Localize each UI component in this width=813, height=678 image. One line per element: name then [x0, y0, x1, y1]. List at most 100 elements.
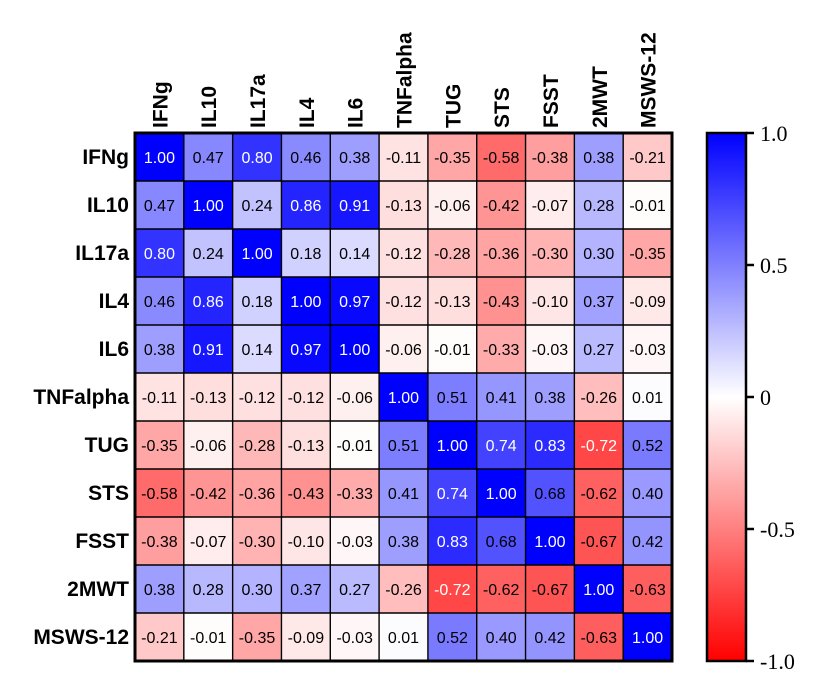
heatmap-cell	[183, 517, 233, 565]
heatmap-cell	[183, 133, 233, 181]
heatmap-cell	[281, 517, 331, 565]
heatmap-cell	[623, 133, 672, 181]
heatmap-cell	[623, 229, 672, 277]
cell-value-label: -0.13	[385, 198, 422, 215]
column-label: IFNg	[149, 81, 172, 128]
heatmap-cell	[476, 229, 526, 277]
heatmap-cell	[574, 517, 624, 565]
heatmap-cell	[379, 181, 428, 229]
heatmap-cell	[525, 517, 575, 565]
heatmap-cell	[525, 277, 575, 325]
cell-value-label: 1.00	[486, 486, 517, 503]
cell-value-label: -0.01	[336, 438, 373, 455]
cell-value-label: -0.35	[629, 246, 666, 263]
cell-value-label: 0.42	[632, 534, 663, 551]
cell-value-label: 0.52	[632, 438, 663, 455]
heatmap-cell	[574, 181, 624, 229]
cell-value-label: 0.38	[534, 390, 565, 407]
heatmap-cell	[525, 181, 575, 229]
heatmap-cell	[476, 565, 526, 613]
heatmap-cell	[232, 277, 282, 325]
colorbar-ticks: 1.0 0.5 0 -0.5 -1.0	[746, 121, 795, 674]
cell-value-label: -0.09	[629, 294, 666, 311]
heatmap-cell	[135, 181, 184, 229]
heatmap-cell	[183, 229, 233, 277]
heatmap-cell	[281, 469, 331, 517]
row-label: FSST	[75, 530, 129, 553]
cell-value-label: -0.28	[239, 438, 276, 455]
cell-value-label: 0.97	[339, 294, 370, 311]
heatmap-cell	[281, 613, 331, 661]
cell-value-label: 0.86	[290, 198, 321, 215]
heatmap-cell	[379, 133, 428, 181]
column-label: IL17a	[247, 74, 270, 128]
cell-value-label: -0.36	[239, 486, 276, 503]
cell-value-label: 0.51	[437, 390, 468, 407]
heatmap-gridlines	[135, 133, 672, 661]
cell-value-label: -0.11	[386, 150, 421, 167]
heatmap-cell	[183, 613, 233, 661]
heatmap-cell	[135, 469, 184, 517]
heatmap-cell	[525, 613, 575, 661]
heatmap-cell	[281, 229, 331, 277]
cell-value-label: 0.68	[534, 486, 565, 503]
cell-value-label: -0.30	[239, 534, 276, 551]
heatmap-cell	[427, 565, 477, 613]
heatmap-cell	[574, 469, 624, 517]
heatmap-cell	[525, 565, 575, 613]
heatmap-cell	[623, 421, 672, 469]
heatmap-cell	[427, 277, 477, 325]
cell-value-label: 0.47	[144, 198, 175, 215]
heatmap-cell	[281, 277, 331, 325]
heatmap-cell	[135, 229, 184, 277]
cell-value-label: 1.00	[437, 438, 468, 455]
row-label: STS	[88, 482, 129, 505]
heatmap-cell	[427, 325, 477, 373]
heatmap-cell	[476, 613, 526, 661]
colorbar-tick-label: 0	[760, 385, 771, 410]
cell-value-label: -0.11	[142, 390, 177, 407]
heatmap-cell	[623, 565, 672, 613]
cell-value-label: -0.58	[141, 486, 178, 503]
cell-value-label: -0.38	[141, 534, 178, 551]
cell-value-label: -0.07	[532, 198, 569, 215]
cell-value-label: 0.30	[583, 246, 614, 263]
heatmap-cell	[476, 517, 526, 565]
row-label: IL17a	[75, 242, 129, 265]
colorbar-tick-label: -1.0	[760, 649, 795, 674]
heatmap-cell	[379, 469, 428, 517]
cell-value-label: -0.30	[532, 246, 569, 263]
heatmap-cell	[427, 613, 477, 661]
cell-value-label: -0.63	[629, 582, 666, 599]
heatmap-cell	[183, 565, 233, 613]
heatmap-cell	[232, 373, 282, 421]
cell-value-label: -0.26	[385, 582, 422, 599]
row-label: 2MWT	[67, 578, 129, 601]
heatmap-cell	[135, 277, 184, 325]
heatmap-cell	[574, 133, 624, 181]
row-labels: IFNg IL10 IL17a IL4 IL6 TNFalpha TUG STS FSST 2MW…	[33, 146, 129, 649]
cell-value-label: -0.62	[581, 486, 618, 503]
cell-value-label: 0.40	[486, 630, 517, 647]
cell-value-label: -0.67	[581, 534, 618, 551]
cell-value-label: -0.58	[483, 150, 520, 167]
cell-value-label: 1.00	[193, 198, 224, 215]
heatmap-cell	[379, 229, 428, 277]
cell-value-label: -0.07	[190, 534, 227, 551]
row-label: TNFalpha	[33, 386, 129, 409]
cell-value-label: 0.74	[486, 438, 517, 455]
cell-value-label: -0.35	[141, 438, 178, 455]
cell-value-label: 0.91	[193, 342, 224, 359]
heatmap-cells: 1.00 0.47 0.80 0.46 0.38 -0.11 -0.35 -0.58 -0.38…	[135, 133, 672, 661]
cell-value-label: -0.06	[385, 342, 422, 359]
heatmap-cell	[476, 325, 526, 373]
heatmap-cell	[379, 277, 428, 325]
heatmap-cell	[330, 181, 380, 229]
heatmap-cell	[379, 373, 428, 421]
cell-value-label: -0.43	[288, 486, 325, 503]
cell-value-label: 1.00	[583, 582, 614, 599]
cell-value-label: 0.27	[339, 582, 370, 599]
heatmap-cell	[623, 277, 672, 325]
heatmap-cell	[183, 277, 233, 325]
heatmap-cell	[427, 181, 477, 229]
